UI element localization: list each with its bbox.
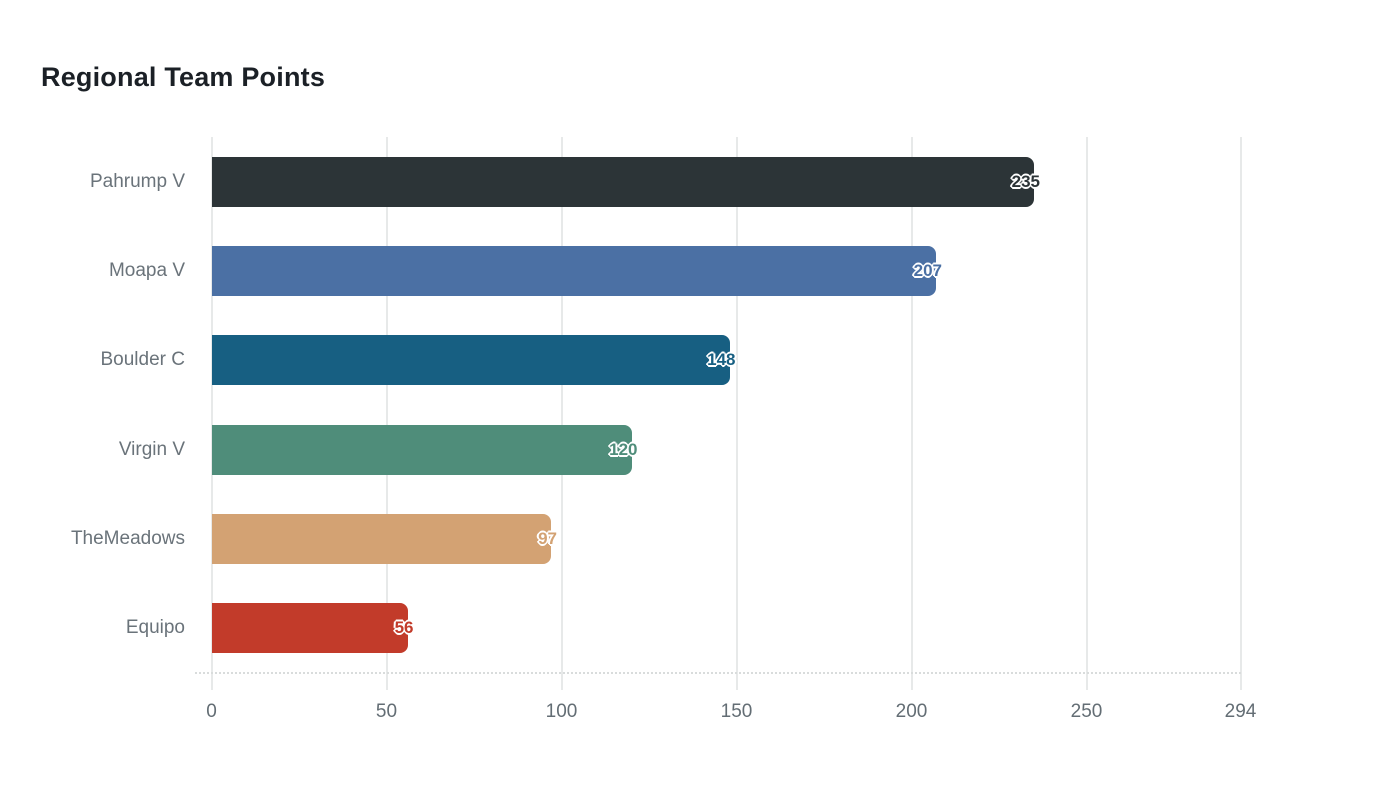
gridline-250 (1085, 137, 1088, 690)
gridline-50 (385, 137, 388, 690)
gridline-294 (1239, 137, 1242, 690)
chart-title: Regional Team Points (41, 62, 326, 92)
x-tick-label-100: 100 (545, 701, 578, 722)
bar-value-label-5: 97 (538, 529, 557, 548)
bar-3: 148 (211, 335, 736, 386)
category-label-3: Boulder C (100, 349, 186, 371)
category-label-2: Moapa V (108, 260, 185, 281)
category-label-6: Equipo (125, 617, 185, 639)
bar-5: 97 (211, 514, 557, 564)
x-tick-label-0: 0 (206, 701, 217, 722)
x-tick-label-294: 294 (1224, 701, 1257, 722)
bar-value-label-2: 207 (913, 261, 942, 280)
x-axis-line (195, 672, 1241, 674)
gridline-150 (735, 137, 738, 690)
bar-value-label-6: 56 (394, 618, 414, 638)
x-tick-label-150: 150 (720, 701, 753, 722)
gridline-0 (210, 137, 213, 690)
x-tick-label-200: 200 (895, 701, 928, 722)
category-label-4: Virgin V (118, 438, 185, 460)
category-label-5: TheMeadows (70, 528, 185, 549)
bar-6: 56 (211, 603, 414, 654)
bar-value-label-1: 235 (1011, 171, 1040, 191)
gridline-200 (910, 137, 913, 690)
bar-value-label-3: 148 (707, 350, 736, 370)
x-tick-label-50: 50 (375, 701, 398, 722)
x-tick-label-250: 250 (1070, 701, 1103, 722)
category-label-1: Pahrump V (89, 170, 185, 192)
bar-4: 120 (211, 424, 638, 475)
bar-value-label-4: 120 (609, 439, 638, 459)
bar-2: 207 (211, 246, 942, 296)
bar-1: 235 (211, 156, 1040, 207)
gridline-100 (560, 137, 563, 690)
